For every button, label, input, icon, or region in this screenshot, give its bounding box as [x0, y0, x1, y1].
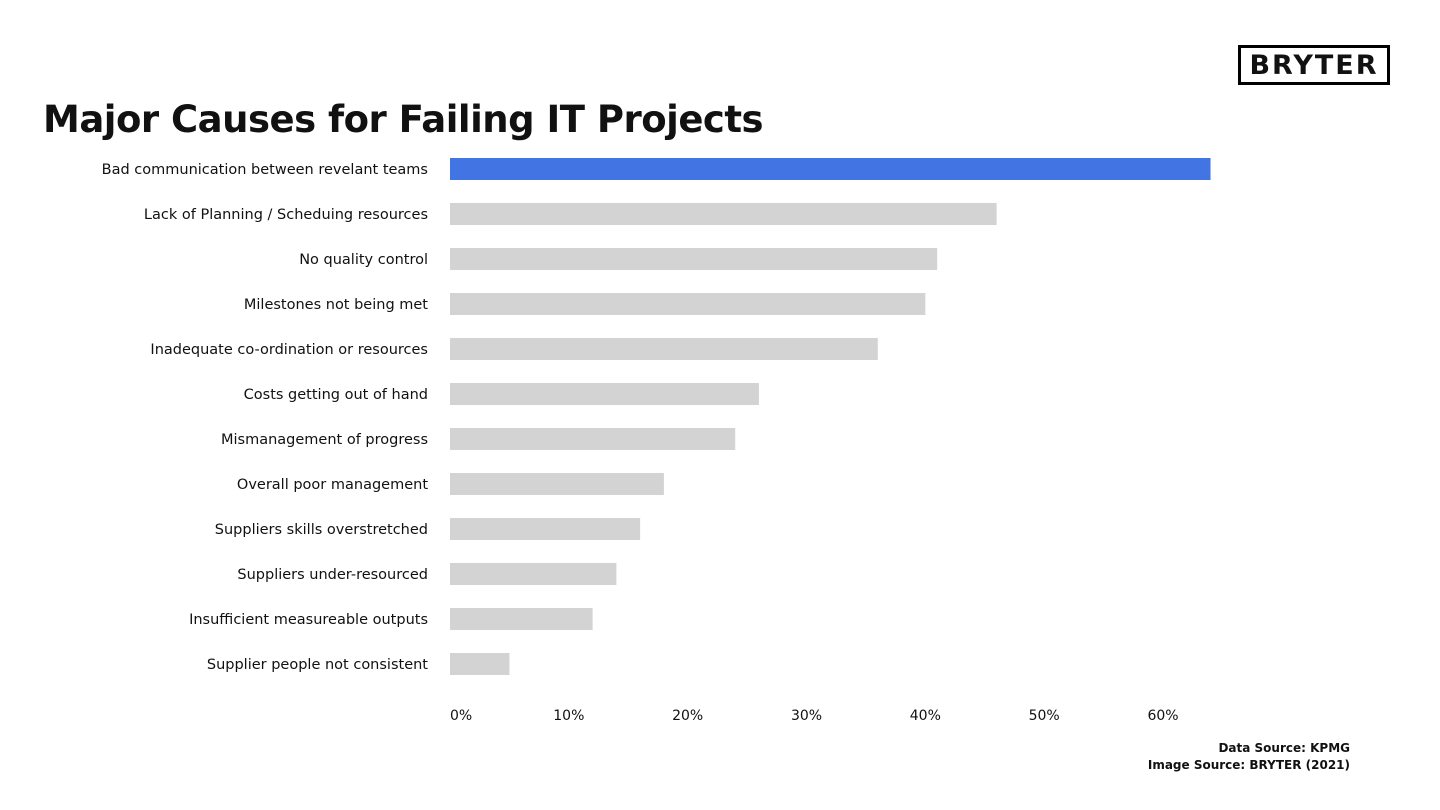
x-tick-label: 10%: [553, 708, 584, 724]
category-label: Lack of Planning / Scheduing resources: [144, 207, 428, 223]
category-label: Insufficient measureable outputs: [189, 612, 428, 628]
bar: [450, 203, 997, 225]
category-label: Inadequate co-ordination or resources: [150, 342, 428, 358]
image-source: Image Source: BRYTER (2021): [1147, 758, 1350, 772]
bryter-logo: BRYTER: [1238, 45, 1390, 85]
bar: [450, 608, 593, 630]
bar: [450, 653, 510, 675]
category-label: Bad communication between revelant teams: [102, 162, 428, 178]
data-source: Data Source: KPMG: [1218, 741, 1350, 755]
x-tick-label: 0%: [450, 708, 472, 724]
category-label: Costs getting out of hand: [244, 387, 428, 403]
bar: [450, 338, 878, 360]
bar: [450, 248, 938, 270]
category-label: Suppliers under-resourced: [237, 567, 428, 583]
bar: [450, 563, 617, 585]
x-tick-label: 40%: [910, 708, 941, 724]
bar: [450, 428, 736, 450]
category-label: Mismanagement of progress: [221, 432, 428, 448]
chart-title: Major Causes for Failing IT Projects: [43, 98, 764, 141]
x-tick-label: 50%: [1029, 708, 1060, 724]
category-label: Milestones not being met: [244, 297, 428, 313]
category-label: Overall poor management: [237, 477, 428, 493]
x-tick-label: 30%: [791, 708, 822, 724]
bar: [450, 473, 664, 495]
bar: [450, 293, 926, 315]
x-tick-label: 60%: [1147, 708, 1178, 724]
category-label: No quality control: [299, 252, 428, 268]
bar: [450, 383, 759, 405]
category-label: Supplier people not consistent: [207, 657, 428, 673]
bar: [450, 518, 641, 540]
bar: [450, 158, 1211, 180]
category-label: Suppliers skills overstretched: [215, 522, 428, 538]
x-tick-label: 20%: [672, 708, 703, 724]
